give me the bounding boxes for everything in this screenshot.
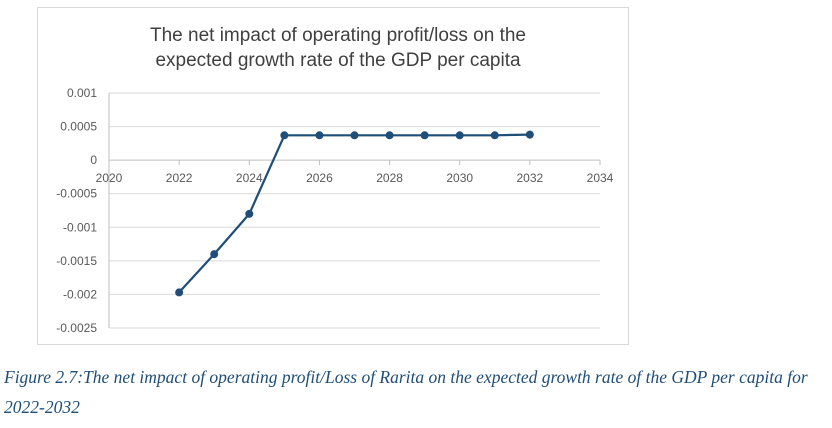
axes bbox=[108, 93, 601, 328]
data-point bbox=[420, 131, 429, 140]
x-tick-label: 2026 bbox=[306, 171, 333, 185]
data-point bbox=[245, 209, 254, 218]
x-tick-label: 2022 bbox=[166, 171, 193, 185]
data-point bbox=[490, 131, 499, 140]
figure-caption: Figure 2.7:The net impact of operating p… bbox=[4, 367, 808, 417]
chart-frame: The net impact of operating profit/loss … bbox=[37, 7, 629, 345]
y-tick-label: 0.001 bbox=[67, 86, 97, 100]
x-tick-label: 2030 bbox=[446, 171, 473, 185]
x-tick-label: 2028 bbox=[376, 171, 403, 185]
data-point bbox=[525, 130, 534, 139]
y-tick-label: -0.0005 bbox=[56, 187, 97, 201]
data-point bbox=[175, 288, 184, 297]
x-tick-labels: 2020 2022 2024 2026 2028 2030 2032 2034 bbox=[96, 171, 614, 185]
y-tick-label: -0.002 bbox=[63, 287, 97, 301]
y-tick-label: -0.0015 bbox=[56, 254, 97, 268]
x-tick-label: 2020 bbox=[96, 171, 123, 185]
series bbox=[175, 130, 534, 297]
data-point bbox=[315, 131, 324, 140]
y-tick-label: 0 bbox=[90, 153, 97, 167]
gridlines bbox=[109, 92, 600, 329]
data-point bbox=[280, 131, 289, 140]
chart-title-line-2: expected growth rate of the GDP per capi… bbox=[155, 50, 521, 71]
y-tick-label: 0.0005 bbox=[60, 120, 97, 134]
x-tick-label: 2032 bbox=[517, 171, 544, 185]
data-point bbox=[455, 131, 464, 140]
chart-title-line-1: The net impact of operating profit/loss … bbox=[150, 25, 526, 46]
data-point bbox=[385, 131, 394, 140]
y-tick-labels: 0.001 0.0005 0 -0.0005 -0.001 -0.0015 -0.002 -0… bbox=[56, 86, 97, 335]
data-point bbox=[350, 131, 359, 140]
data-point bbox=[210, 250, 219, 259]
series-line bbox=[178, 133, 530, 294]
x-tick-label: 2034 bbox=[587, 171, 614, 185]
line-chart: The net impact of operating profit/loss … bbox=[56, 25, 614, 335]
y-tick-label: -0.001 bbox=[63, 220, 97, 234]
y-tick-label: -0.0025 bbox=[56, 321, 97, 335]
x-tick-label: 2024 bbox=[236, 171, 263, 185]
